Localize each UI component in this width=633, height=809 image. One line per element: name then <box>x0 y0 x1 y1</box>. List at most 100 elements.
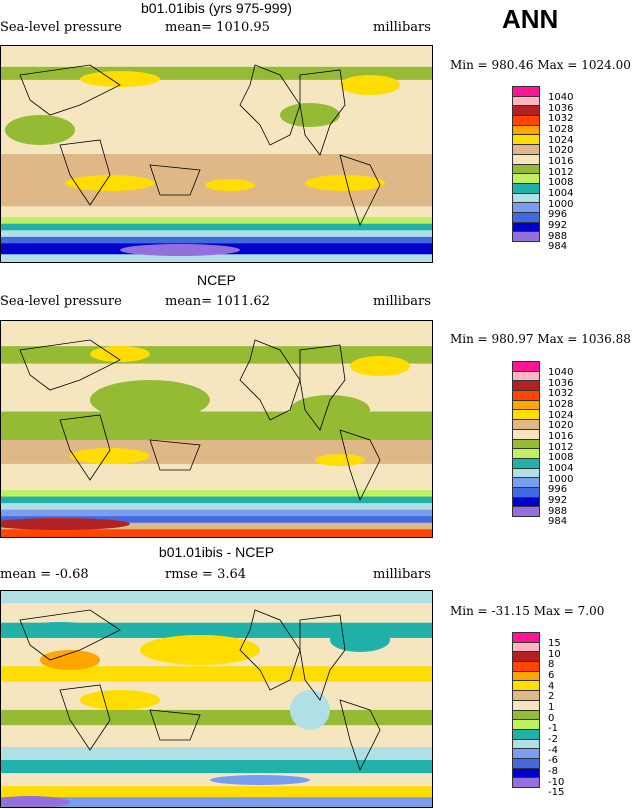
contour-band <box>0 622 433 639</box>
colorbar-label: 992 <box>548 495 568 507</box>
contour-region <box>205 179 255 191</box>
contour-band <box>0 760 433 774</box>
colorbar-label: 984 <box>548 516 568 528</box>
contour-region <box>65 175 155 191</box>
contour-band <box>0 666 433 683</box>
contour-region <box>340 75 400 95</box>
coastline <box>59 414 111 481</box>
coastline <box>19 339 121 391</box>
contour-band <box>0 503 433 511</box>
contour-band <box>0 223 433 231</box>
colorbar-label: 1024 <box>548 134 574 146</box>
contour-region <box>140 635 260 665</box>
colorbar-label: 10 <box>548 648 561 660</box>
colorbar-label: 1012 <box>548 441 574 453</box>
colorbar-label: 1040 <box>548 92 574 103</box>
colorbar-label: 1024 <box>548 409 574 421</box>
contour-band <box>0 746 433 761</box>
panel-center-label: mean= 1010.95 <box>165 20 270 35</box>
colorbar-label: 8 <box>548 659 555 671</box>
colorbar-label: -8 <box>548 766 558 778</box>
colorbar-label: 0 <box>548 712 555 724</box>
colorbar-label: -10 <box>548 776 565 788</box>
contour-band <box>0 516 433 524</box>
colorbar-label: 1032 <box>548 388 574 400</box>
colorbar-label: 1004 <box>548 188 574 200</box>
coastline <box>239 609 301 691</box>
contour-band <box>0 320 433 347</box>
coastline <box>19 609 121 661</box>
coastline <box>299 69 346 156</box>
contour-region <box>330 628 390 652</box>
contour-band <box>0 439 433 465</box>
coastline <box>149 164 201 196</box>
contour-region <box>350 356 410 376</box>
contour-region <box>20 622 100 638</box>
colorbar-label: 992 <box>548 220 568 232</box>
colorbar-label: -4 <box>548 744 558 756</box>
colorbar-label: 988 <box>548 230 568 242</box>
contour-region <box>40 650 100 670</box>
colorbar-label: 1008 <box>548 452 574 464</box>
panel-minmax: Min = 980.46 Max = 1024.00 <box>450 58 631 72</box>
coastline <box>339 429 381 502</box>
contour-band <box>0 590 433 604</box>
panel-units: millibars <box>373 294 431 309</box>
contour-band <box>0 681 433 711</box>
colorbar-label: 4 <box>548 680 555 692</box>
contour-band <box>0 496 433 504</box>
colorbar-label: -2 <box>548 734 558 746</box>
panel-minmax: Min = -31.15 Max = 7.00 <box>450 604 605 618</box>
contour-region <box>210 775 310 785</box>
colorbar-label: 1000 <box>548 473 574 485</box>
contour-band <box>0 45 433 68</box>
contour-band <box>0 786 433 798</box>
contour-band <box>0 490 433 498</box>
colorbar-label: 1020 <box>548 145 574 157</box>
colorbar-label: 1036 <box>548 102 574 114</box>
colorbar-swatch <box>512 777 540 788</box>
colorbar-label: 1028 <box>548 399 574 410</box>
colorbar-label: 1032 <box>548 113 574 125</box>
map-panel <box>0 45 433 263</box>
coastline <box>339 699 381 772</box>
contour-band <box>0 725 433 748</box>
colorbar-swatch <box>512 506 540 517</box>
coastline <box>149 709 201 741</box>
contour-region <box>80 690 160 710</box>
contour-band <box>0 522 433 530</box>
panel-center-label: rmse = 3.64 <box>165 567 247 582</box>
contour-region <box>80 71 160 87</box>
colorbar-label: 1028 <box>548 124 574 135</box>
panel-center-label: mean= 1011.62 <box>165 294 270 309</box>
colorbar-label: 2 <box>548 691 555 703</box>
contour-region <box>0 518 130 530</box>
colorbar-label: 1016 <box>548 156 574 168</box>
contour-band <box>0 463 433 491</box>
contour-region <box>5 115 75 145</box>
coastline <box>339 154 381 227</box>
panel-units: millibars <box>373 567 431 582</box>
colorbar <box>512 86 540 242</box>
coastline <box>239 339 301 421</box>
map-panel <box>0 320 433 538</box>
panel-left-label: mean = -0.68 <box>0 567 89 582</box>
colorbar-label: 996 <box>548 484 568 496</box>
coastline <box>299 614 346 701</box>
contour-band <box>0 236 433 244</box>
colorbar-label: 1 <box>548 702 555 714</box>
colorbar-label: 996 <box>548 209 568 221</box>
colorbar-swatch <box>512 231 540 242</box>
panel-title: b01.01ibis (yrs 975-999) <box>141 0 292 16</box>
contour-region <box>0 796 70 808</box>
colorbar-label: 1004 <box>548 463 574 475</box>
map-frame <box>0 320 433 538</box>
contour-region <box>90 380 210 420</box>
contour-band <box>0 603 433 624</box>
coastline <box>239 64 301 146</box>
colorbar-label: 984 <box>548 241 568 253</box>
colorbar-label: 1008 <box>548 177 574 189</box>
contour-band <box>0 217 433 225</box>
colorbar <box>512 361 540 517</box>
coastline <box>59 684 111 751</box>
